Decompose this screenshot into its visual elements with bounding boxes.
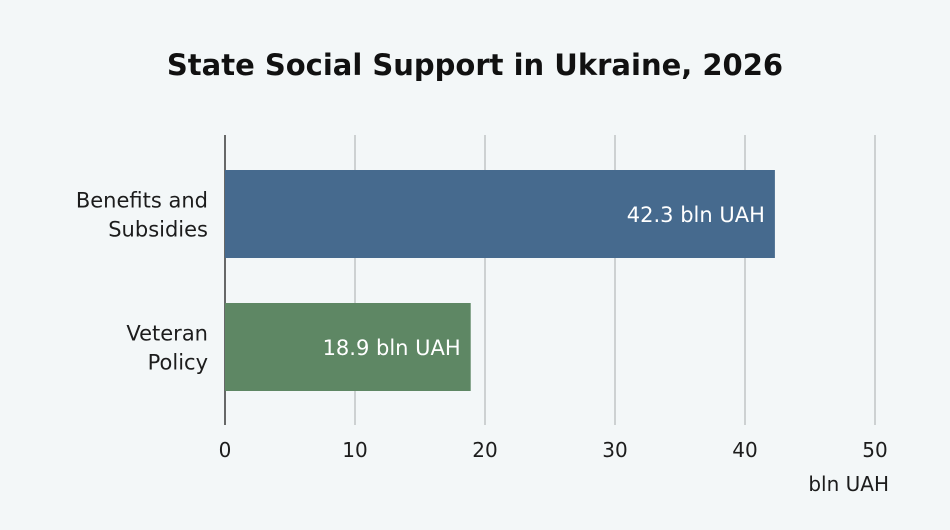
x-axis-ticks: 0 10 20 30 40 50 bbox=[219, 438, 888, 462]
x-tick-label: 40 bbox=[732, 438, 757, 462]
bars: 42.3 bln UAH 18.9 bln UAH bbox=[225, 170, 775, 391]
x-tick-label: 10 bbox=[342, 438, 367, 462]
x-tick-label: 20 bbox=[472, 438, 497, 462]
x-tick-label: 0 bbox=[219, 438, 232, 462]
category-label: Veteran bbox=[126, 322, 208, 346]
category-labels: Benefits and Subsidies Veteran Policy bbox=[76, 189, 208, 375]
data-label: 42.3 bln UAH bbox=[627, 203, 765, 227]
x-tick-label: 50 bbox=[862, 438, 887, 462]
x-axis-label: bln UAH bbox=[808, 472, 889, 496]
category-label: Subsidies bbox=[108, 218, 208, 242]
chart-title: State Social Support in Ukraine, 2026 bbox=[166, 48, 784, 82]
category-label: Policy bbox=[148, 351, 208, 375]
data-label: 18.9 bln UAH bbox=[323, 336, 461, 360]
bar bbox=[225, 170, 775, 258]
x-tick-label: 30 bbox=[602, 438, 627, 462]
category-label: Benefits and bbox=[76, 189, 208, 213]
bar bbox=[225, 303, 471, 391]
